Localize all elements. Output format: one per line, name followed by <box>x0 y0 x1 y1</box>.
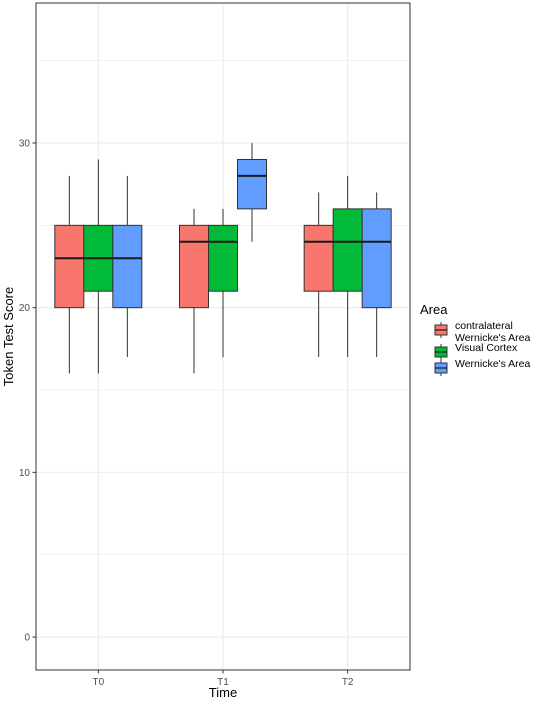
box-iqr <box>237 158 267 210</box>
box-t1-series-0 <box>179 208 209 374</box>
box-iqr <box>54 224 85 309</box>
legend-key <box>434 344 448 360</box>
box-iqr <box>208 224 238 292</box>
legend-key <box>434 322 448 338</box>
box-t0-series-0 <box>54 175 85 374</box>
legend-title: Area <box>420 302 448 317</box>
x-tick-label: T0 <box>92 677 104 688</box>
box-t2-series-1 <box>332 175 363 358</box>
box-t2-series-2 <box>361 192 392 358</box>
box-t1-series-2 <box>237 142 267 242</box>
legend-label: Wernicke's Area <box>455 332 531 344</box>
x-tick-label: T1 <box>217 677 229 688</box>
y-axis-title: Token Test Score <box>1 287 16 386</box>
legend-label: contralateral <box>455 320 513 332</box>
box-t0-series-2 <box>112 175 143 358</box>
box-iqr <box>112 224 143 309</box>
box-iqr <box>303 224 334 292</box>
y-tick-label: 20 <box>19 303 31 314</box>
x-tick-label: T2 <box>342 677 354 688</box>
x-axis-title: Time <box>209 685 237 700</box>
box-t2-series-0 <box>303 192 334 358</box>
y-tick-label: 10 <box>19 468 31 479</box>
y-axis-ticks: 0 10 20 30 <box>19 138 36 644</box>
legend-key <box>434 360 448 376</box>
box-iqr <box>332 208 363 292</box>
x-axis-ticks: T0 T1 T2 <box>92 670 354 688</box>
y-tick-label: 30 <box>19 138 31 149</box>
box-iqr <box>361 208 392 309</box>
box-iqr <box>179 224 209 309</box>
box-t0-series-1 <box>83 159 114 374</box>
y-tick-label: 0 <box>24 633 30 644</box>
legend-label: Visual Cortex <box>455 342 518 354</box>
boxes <box>54 142 392 374</box>
legend-label: Wernicke's Area <box>455 358 531 370</box>
box-t1-series-1 <box>208 208 238 358</box>
